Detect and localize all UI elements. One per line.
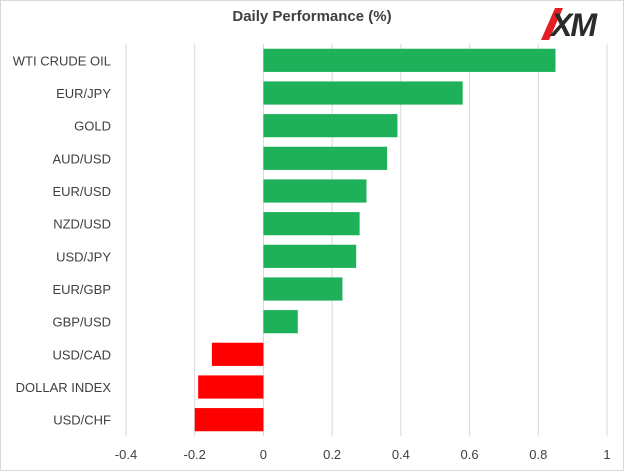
bar (263, 310, 298, 334)
bar (263, 81, 463, 105)
bar (263, 277, 343, 301)
bar (198, 375, 264, 399)
x-tick-label: 0.4 (392, 447, 410, 462)
bar (211, 342, 264, 366)
category-label: DOLLAR INDEX (16, 380, 112, 395)
bar (263, 212, 360, 236)
category-label: EUR/USD (52, 184, 111, 199)
category-label: USD/CAD (52, 347, 111, 362)
category-label: EUR/GBP (52, 282, 111, 297)
x-tick-label: 0 (260, 447, 267, 462)
bar (194, 408, 264, 432)
category-label: USD/CHF (53, 413, 111, 428)
category-label: EUR/JPY (56, 86, 111, 101)
bar (263, 146, 388, 170)
x-tick-label: -0.2 (184, 447, 206, 462)
bar (263, 179, 367, 203)
x-tick-label: 0.2 (323, 447, 341, 462)
category-label: GOLD (74, 119, 111, 134)
x-tick-label: 0.6 (461, 447, 479, 462)
chart-title: Daily Performance (%) (232, 8, 392, 25)
svg-text:XM: XM (549, 7, 598, 43)
x-tick-label: 1 (603, 447, 610, 462)
bar (263, 244, 357, 268)
category-label: USD/JPY (56, 249, 111, 264)
x-tick-label: -0.4 (115, 447, 137, 462)
category-label: WTI CRUDE OIL (13, 53, 111, 68)
bar (263, 114, 398, 138)
category-label: AUD/USD (52, 151, 111, 166)
category-label: NZD/USD (53, 217, 111, 232)
x-tick-label: 0.8 (529, 447, 547, 462)
bar (263, 48, 556, 72)
xm-logo: XM (541, 7, 600, 43)
category-label: GBP/USD (52, 315, 111, 330)
